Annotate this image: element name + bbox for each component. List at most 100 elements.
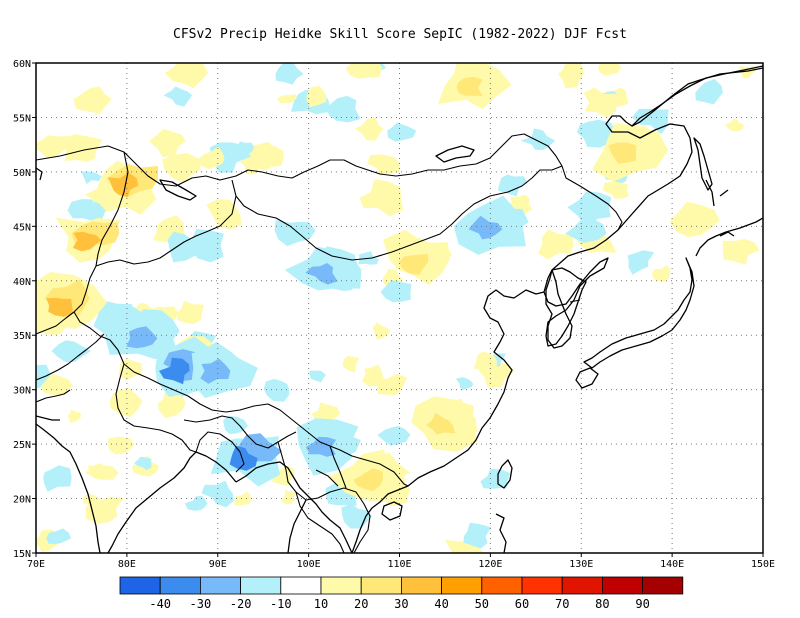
- lon-tick-label: 130E: [569, 559, 593, 570]
- skill-score-patch: [306, 86, 327, 108]
- colorbar-swatch: [280, 576, 322, 595]
- colorbar-swatch: [521, 576, 563, 595]
- skill-score-patch: [722, 238, 760, 265]
- colorbar-label: 50: [475, 597, 489, 611]
- skill-score-patch: [456, 76, 483, 96]
- lon-tick-label: 110E: [387, 559, 411, 570]
- lat-tick-label: 60N: [13, 59, 31, 70]
- colorbar-label: -30: [190, 597, 212, 611]
- skill-score-patch: [202, 341, 247, 381]
- colorbar-swatch: [199, 576, 241, 595]
- colorbar-label: 20: [354, 597, 368, 611]
- colorbar-label: 90: [635, 597, 649, 611]
- skill-score-patch: [85, 496, 124, 524]
- skill-score-patch: [361, 364, 385, 387]
- skill-score-patch: [63, 134, 103, 162]
- skill-score-patch: [67, 409, 82, 424]
- lon-tick-label: 140E: [660, 559, 684, 570]
- skill-score-patch: [108, 172, 139, 198]
- skill-score-shading: [36, 63, 760, 553]
- skill-score-patch: [359, 179, 404, 217]
- skill-score-patch: [44, 279, 90, 316]
- skill-score-patch: [341, 503, 372, 529]
- lon-tick-label: 120E: [478, 559, 502, 570]
- skill-score-patch: [510, 194, 533, 213]
- colorbar-label: 80: [595, 597, 609, 611]
- skill-score-patch: [583, 87, 616, 118]
- lat-tick-label: 55N: [13, 113, 31, 124]
- skill-score-patch: [305, 436, 337, 457]
- skill-score-patch: [81, 171, 102, 185]
- colorbar-swatch: [441, 576, 483, 595]
- skill-score-patch: [377, 426, 411, 446]
- skill-score-patch: [382, 269, 403, 288]
- colorbar-label: 60: [515, 597, 529, 611]
- skill-score-patch: [223, 415, 248, 435]
- skill-score-patch: [157, 390, 186, 419]
- skill-score-patch: [46, 297, 73, 317]
- skill-score-patch: [277, 94, 297, 104]
- skill-score-patch: [43, 465, 72, 492]
- skill-score-patch: [345, 63, 383, 79]
- map-title: CFSv2 Precip Heidke Skill Score SepIC (1…: [173, 27, 627, 42]
- skill-score-patch: [234, 491, 252, 506]
- skill-score-patch: [463, 522, 492, 549]
- skill-score-patch: [651, 265, 671, 282]
- skill-score-patch: [184, 495, 208, 511]
- skill-score-patch: [164, 63, 209, 89]
- skill-score-patch: [109, 388, 143, 417]
- colorbar-swatch: [159, 576, 201, 595]
- lat-tick-label: 45N: [13, 222, 31, 233]
- skill-score-patch: [627, 250, 655, 275]
- skill-score-patch: [497, 174, 528, 197]
- colorbar-swatch: [602, 576, 644, 595]
- lat-tick-label: 30N: [13, 386, 31, 397]
- lat-tick-label: 20N: [13, 495, 31, 506]
- skill-score-patch: [354, 117, 384, 141]
- skill-score-patch: [206, 199, 242, 231]
- skill-score-patch: [72, 231, 102, 252]
- skill-score-patch: [93, 301, 133, 335]
- skill-score-patch: [367, 154, 400, 176]
- skill-score-patch: [342, 356, 360, 373]
- skill-score-patch: [126, 326, 158, 349]
- skill-score-patch: [608, 142, 637, 164]
- skill-score-patch: [188, 229, 224, 263]
- skill-score-patch: [426, 412, 456, 435]
- skill-score-patch: [134, 456, 152, 471]
- colorbar-label: 10: [314, 597, 328, 611]
- lat-tick-label: 35N: [13, 331, 31, 342]
- skill-score-patch: [558, 63, 584, 89]
- coastlines: [36, 65, 763, 553]
- lon-tick-label: 90E: [209, 559, 227, 570]
- skill-score-patch: [275, 63, 304, 85]
- skill-score-patch: [159, 357, 190, 385]
- colorbar: -40 -30 -20 -10 10 20 30 40 50 60 70 80 90: [119, 576, 684, 611]
- skill-score-patch: [236, 141, 255, 155]
- skill-score-patch: [325, 95, 361, 123]
- colorbar-swatch: [240, 576, 282, 595]
- borders: [36, 133, 623, 553]
- skill-score-patch: [163, 86, 193, 107]
- colorbar-swatch: [642, 576, 684, 595]
- skill-score-patch: [602, 181, 629, 199]
- longitude-ticks: 70E 80E 90E 100E 110E 120E 130E 140E 150E: [27, 553, 775, 570]
- skill-score-patch: [176, 300, 205, 325]
- colorbar-label: 30: [394, 597, 408, 611]
- skill-score-patch: [309, 370, 326, 383]
- lon-tick-label: 70E: [27, 559, 45, 570]
- lat-tick-label: 15N: [13, 549, 31, 560]
- skill-score-patch: [353, 468, 383, 492]
- skill-score-patch: [200, 358, 231, 384]
- skill-score-patch: [597, 63, 622, 76]
- skill-score-patch: [254, 146, 284, 171]
- skill-score-patch: [455, 377, 474, 391]
- lat-tick-label: 40N: [13, 277, 31, 288]
- lon-tick-label: 150E: [751, 559, 775, 570]
- skill-score-patch: [201, 480, 234, 508]
- skill-score-patch: [51, 340, 92, 363]
- skill-score-patch: [46, 528, 72, 544]
- skill-score-patch: [387, 122, 417, 142]
- colorbar-label: -40: [149, 597, 171, 611]
